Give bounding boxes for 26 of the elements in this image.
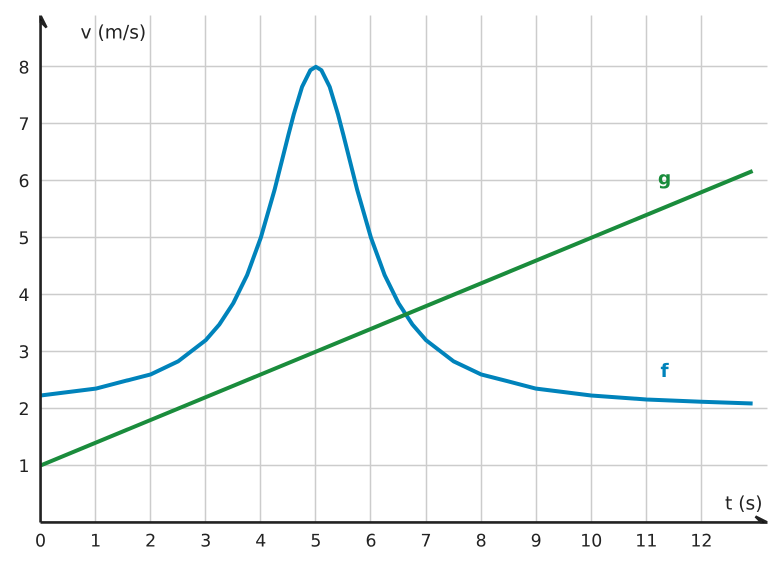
series-label: g — [658, 168, 672, 190]
x-tick-label: 6 — [365, 532, 376, 552]
x-axis-title: t (s) — [724, 494, 763, 514]
x-tick-label: 2 — [145, 532, 156, 552]
x-tick-label: 3 — [200, 532, 212, 552]
x-tick-label: 9 — [530, 532, 542, 552]
x-tick-label: 10 — [580, 532, 602, 552]
y-tick-label: 7 — [18, 115, 30, 136]
y-tick-label: 1 — [18, 457, 30, 478]
y-tick-label: 5 — [18, 229, 30, 250]
series-label: f — [660, 361, 670, 382]
y-tick-label: 8 — [18, 58, 30, 78]
x-tick-label: 11 — [635, 532, 658, 552]
y-tick-label: 3 — [18, 343, 30, 364]
x-tick-label: 5 — [310, 532, 322, 552]
x-tick-label: 7 — [420, 532, 432, 552]
x-tick-label: 4 — [255, 532, 266, 552]
y-tick-label: 2 — [18, 400, 30, 420]
line-series — [40, 64, 755, 406]
y-tick-label: 4 — [18, 286, 30, 306]
x-tick-label: 0 — [34, 532, 46, 552]
y-axis-title: v (m/s) — [80, 22, 146, 44]
y-tick-label: 6 — [18, 172, 30, 192]
x-tick-label: 1 — [90, 532, 102, 552]
x-tick-label: 12 — [690, 532, 712, 552]
x-tick-label: 8 — [476, 532, 487, 552]
